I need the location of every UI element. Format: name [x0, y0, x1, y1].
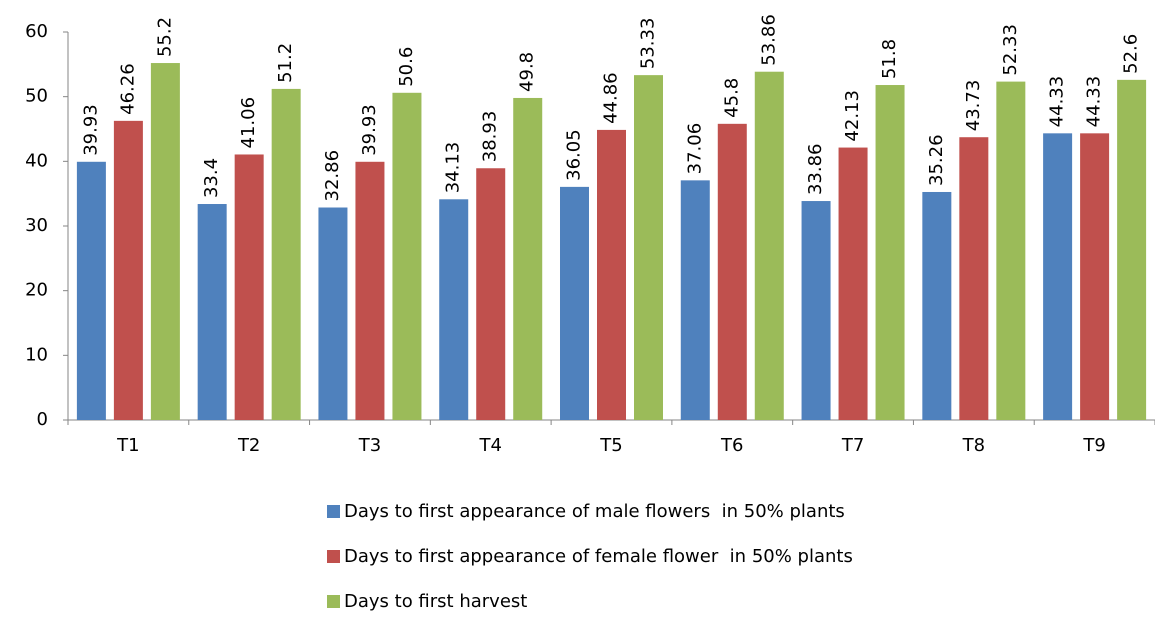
bar: [597, 129, 626, 420]
value-label: 32.86: [322, 150, 343, 202]
y-tick-label: 0: [37, 409, 48, 430]
value-label: 46.26: [117, 63, 138, 115]
x-tick-label: T5: [599, 435, 622, 456]
bar: [680, 180, 710, 420]
bar: [801, 201, 831, 420]
bar: [754, 71, 784, 421]
y-tick-label: 10: [25, 344, 48, 365]
value-label: 53.86: [758, 14, 779, 66]
bar: [838, 147, 868, 420]
x-tick-label: T8: [962, 435, 985, 456]
bar: [513, 97, 543, 421]
legend-swatch: [327, 505, 340, 518]
bar: [996, 81, 1026, 420]
bar: [1043, 133, 1073, 420]
legend-label: Days to first harvest: [344, 591, 527, 612]
y-tick-label: 50: [25, 86, 48, 107]
value-label: 44.86: [601, 72, 622, 124]
bar: [717, 123, 747, 421]
value-label: 51.8: [879, 39, 900, 79]
legend-swatch: [327, 550, 340, 563]
value-label: 34.13: [443, 142, 464, 194]
value-label: 39.93: [359, 104, 380, 156]
x-tick-label: T1: [116, 435, 139, 456]
value-label: 35.26: [926, 134, 947, 186]
value-label: 49.8: [517, 52, 538, 92]
x-tick-label: T9: [1082, 435, 1105, 456]
value-label: 51.2: [275, 43, 296, 83]
bar: [1080, 133, 1110, 420]
value-label: 45.8: [721, 78, 742, 118]
bar: [355, 161, 385, 420]
y-tick-label: 60: [25, 21, 48, 42]
legend-swatch: [327, 595, 340, 608]
x-tick-label: T2: [237, 435, 260, 456]
value-label: 50.6: [396, 47, 417, 87]
value-label: 52.33: [1000, 24, 1021, 76]
bar: [392, 92, 422, 420]
value-label: 39.93: [80, 104, 101, 156]
legend-label: Days to first appearance of female flowe…: [344, 546, 853, 567]
bar: [922, 191, 952, 420]
bar: [150, 63, 180, 420]
value-label: 53.33: [638, 18, 659, 70]
value-label: 42.13: [842, 90, 863, 142]
y-tick-label: 40: [25, 150, 48, 171]
bar: [439, 199, 469, 420]
bar: [476, 168, 506, 420]
bar: [271, 88, 301, 420]
value-label: 44.33: [1084, 76, 1105, 128]
bar: [959, 137, 989, 421]
x-tick-label: T4: [478, 435, 501, 456]
bar: [318, 207, 348, 420]
x-tick-label: T6: [720, 435, 743, 456]
value-label: 44.33: [1047, 76, 1068, 128]
value-label: 38.93: [480, 111, 501, 163]
value-label: 37.06: [684, 123, 705, 175]
legend-label: Days to first appearance of male flowers…: [344, 501, 845, 522]
bar: [234, 154, 264, 420]
bar: [197, 204, 227, 420]
value-label: 33.86: [805, 144, 826, 196]
value-label: 55.2: [154, 17, 175, 57]
value-label: 41.06: [238, 97, 259, 149]
x-tick-label: T3: [358, 435, 381, 456]
bar: [1117, 79, 1147, 420]
y-tick-label: 30: [25, 215, 48, 236]
value-label: 43.73: [963, 80, 984, 132]
bar: [76, 161, 106, 420]
bar: [634, 75, 663, 421]
value-label: 33.4: [201, 158, 222, 198]
bar: [113, 120, 143, 421]
y-tick-label: 20: [25, 280, 48, 301]
bar: [875, 85, 905, 420]
value-label: 52.6: [1121, 34, 1142, 74]
value-label: 36.05: [564, 129, 585, 181]
x-tick-label: T7: [841, 435, 864, 456]
bar: [560, 186, 589, 420]
